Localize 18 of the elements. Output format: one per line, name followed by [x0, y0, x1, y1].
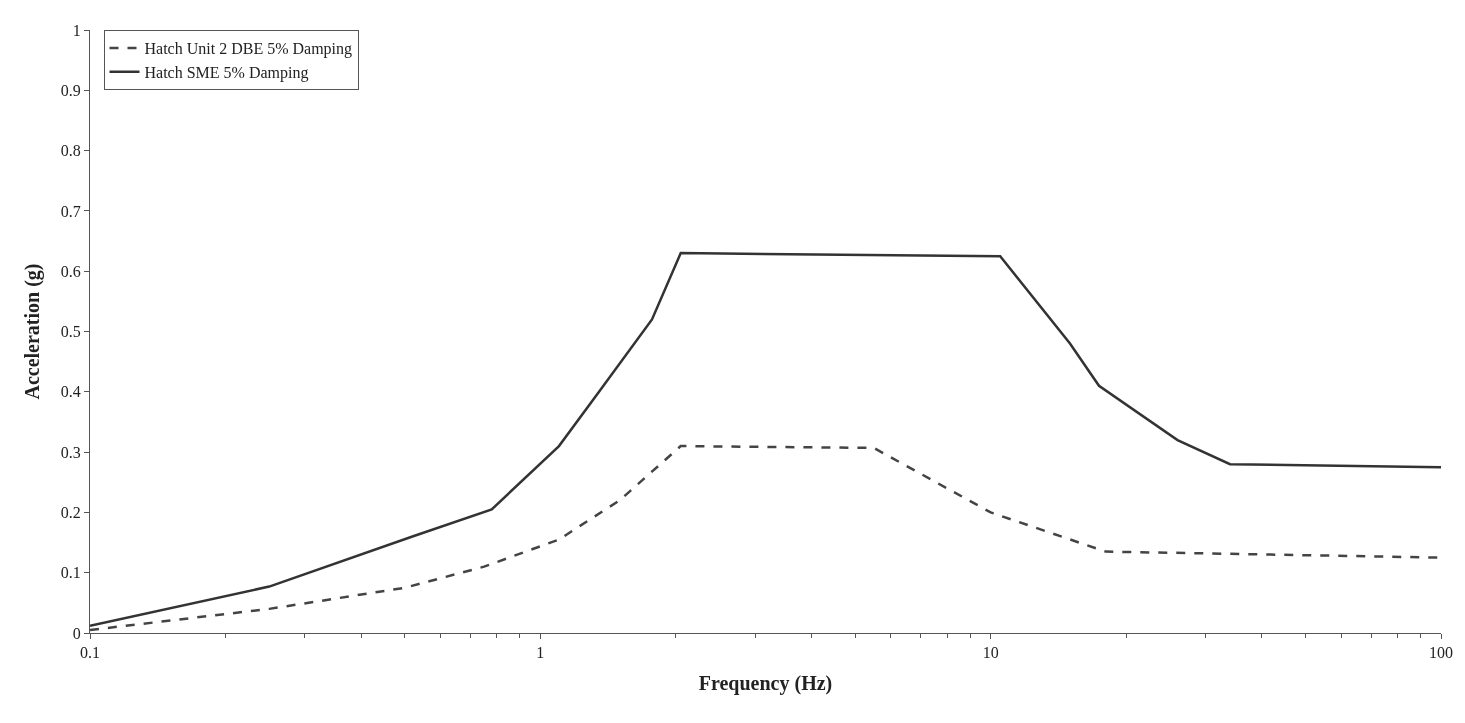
legend-label: Hatch SME 5% Damping: [144, 63, 309, 82]
x-tick-label: 100: [1429, 644, 1453, 662]
y-tick-label: 0.4: [60, 383, 81, 401]
x-tick-label: 10: [982, 644, 999, 662]
y-tick-label: 0.8: [60, 142, 81, 160]
y-tick-label: 0.5: [60, 323, 81, 341]
y-tick-label: 0.1: [60, 564, 81, 582]
y-axis-title: Acceleration (g): [21, 263, 45, 400]
y-tick-label: 0.7: [60, 202, 81, 220]
x-axis-title: Frequency (Hz): [698, 671, 833, 695]
x-tick-label: 1: [536, 644, 545, 662]
y-tick-label: 0.9: [60, 81, 81, 99]
y-tick-label: 0.2: [60, 504, 81, 521]
legend-label: Hatch Unit 2 DBE 5% Damping: [144, 40, 353, 59]
y-tick-label: 1: [72, 21, 81, 39]
y-tick-label: 0.3: [60, 443, 81, 461]
y-tick-label: 0: [72, 624, 81, 642]
y-tick-label: 0.6: [60, 262, 81, 280]
